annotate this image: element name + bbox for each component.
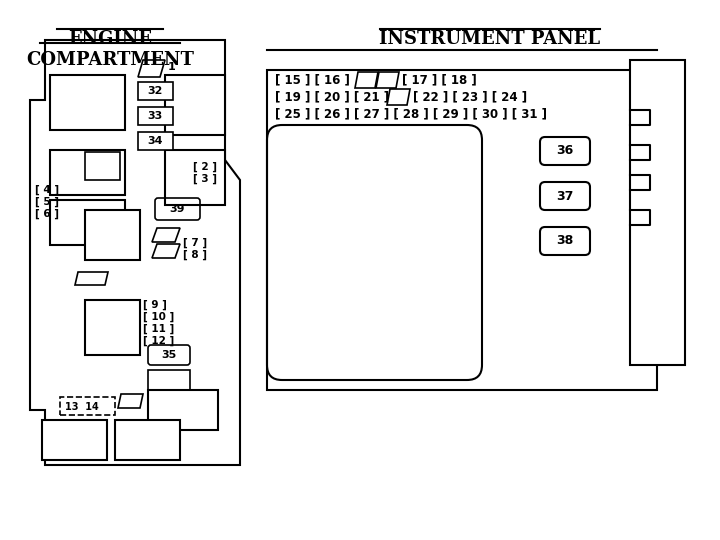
Bar [148, 370, 190, 392]
Bar [60, 397, 115, 415]
Text: 37: 37 [557, 190, 574, 202]
FancyBboxPatch shape [540, 182, 590, 210]
Bar [138, 82, 173, 100]
Bar [50, 150, 125, 195]
FancyBboxPatch shape [540, 227, 590, 255]
Text: 33: 33 [148, 111, 163, 121]
Text: 1: 1 [168, 62, 176, 72]
Bar [85, 300, 140, 355]
Text: [ 19 ] [ 20 ] [ 21 ]: [ 19 ] [ 20 ] [ 21 ] [275, 91, 389, 104]
Bar [50, 75, 125, 130]
Bar [115, 420, 180, 460]
Polygon shape [138, 60, 165, 77]
Text: 39: 39 [169, 204, 185, 214]
Text: ENGINE
COMPARTMENT: ENGINE COMPARTMENT [26, 30, 194, 69]
Polygon shape [355, 72, 378, 88]
Bar [138, 107, 173, 125]
Bar [267, 70, 657, 390]
Text: [ 17 ] [ 18 ]: [ 17 ] [ 18 ] [402, 73, 477, 86]
Text: 38: 38 [557, 234, 574, 247]
Text: 13  14: 13 14 [65, 402, 99, 412]
Bar [165, 150, 225, 205]
Text: [ 7 ]
[ 8 ]: [ 7 ] [ 8 ] [183, 238, 207, 260]
Polygon shape [152, 228, 180, 242]
Bar [148, 390, 218, 430]
Text: [ 2 ]
[ 3 ]: [ 2 ] [ 3 ] [193, 162, 217, 184]
Bar [42, 420, 107, 460]
Text: [ 4 ]
[ 5 ]
[ 6 ]: [ 4 ] [ 5 ] [ 6 ] [35, 185, 59, 219]
Text: INSTRUMENT PANEL: INSTRUMENT PANEL [379, 30, 600, 48]
Bar [50, 200, 125, 245]
Bar [630, 60, 685, 365]
Polygon shape [75, 272, 108, 285]
Polygon shape [152, 244, 180, 258]
Text: [ 9 ]
[ 10 ]
[ 11 ]
[ 12 ]: [ 9 ] [ 10 ] [ 11 ] [ 12 ] [143, 300, 174, 346]
Text: 32: 32 [148, 86, 163, 96]
Polygon shape [387, 89, 410, 105]
Bar [138, 132, 173, 150]
Text: 36: 36 [557, 145, 574, 158]
Text: 35: 35 [161, 350, 176, 360]
Text: [ 25 ] [ 26 ] [ 27 ] [ 28 ] [ 29 ] [ 30 ] [ 31 ]: [ 25 ] [ 26 ] [ 27 ] [ 28 ] [ 29 ] [ 30 … [275, 107, 547, 120]
Polygon shape [118, 394, 143, 408]
Text: [ 22 ] [ 23 ] [ 24 ]: [ 22 ] [ 23 ] [ 24 ] [413, 91, 527, 104]
Text: 34: 34 [148, 136, 163, 146]
Bar [85, 210, 140, 260]
Text: [ 15 ] [ 16 ]: [ 15 ] [ 16 ] [275, 73, 350, 86]
FancyBboxPatch shape [540, 137, 590, 165]
Bar [85, 152, 120, 180]
Bar [165, 75, 225, 135]
Polygon shape [376, 72, 399, 88]
